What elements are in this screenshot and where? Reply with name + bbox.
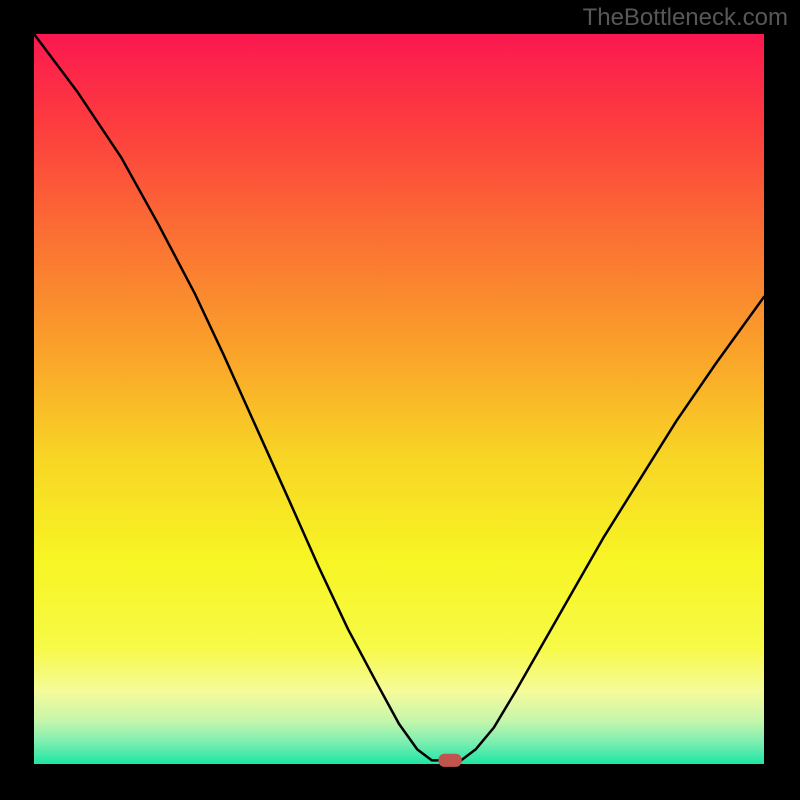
optimal-marker: [438, 754, 461, 767]
bottleneck-chart: [0, 0, 800, 800]
chart-container: TheBottleneck.com: [0, 0, 800, 800]
watermark-text: TheBottleneck.com: [583, 4, 788, 32]
